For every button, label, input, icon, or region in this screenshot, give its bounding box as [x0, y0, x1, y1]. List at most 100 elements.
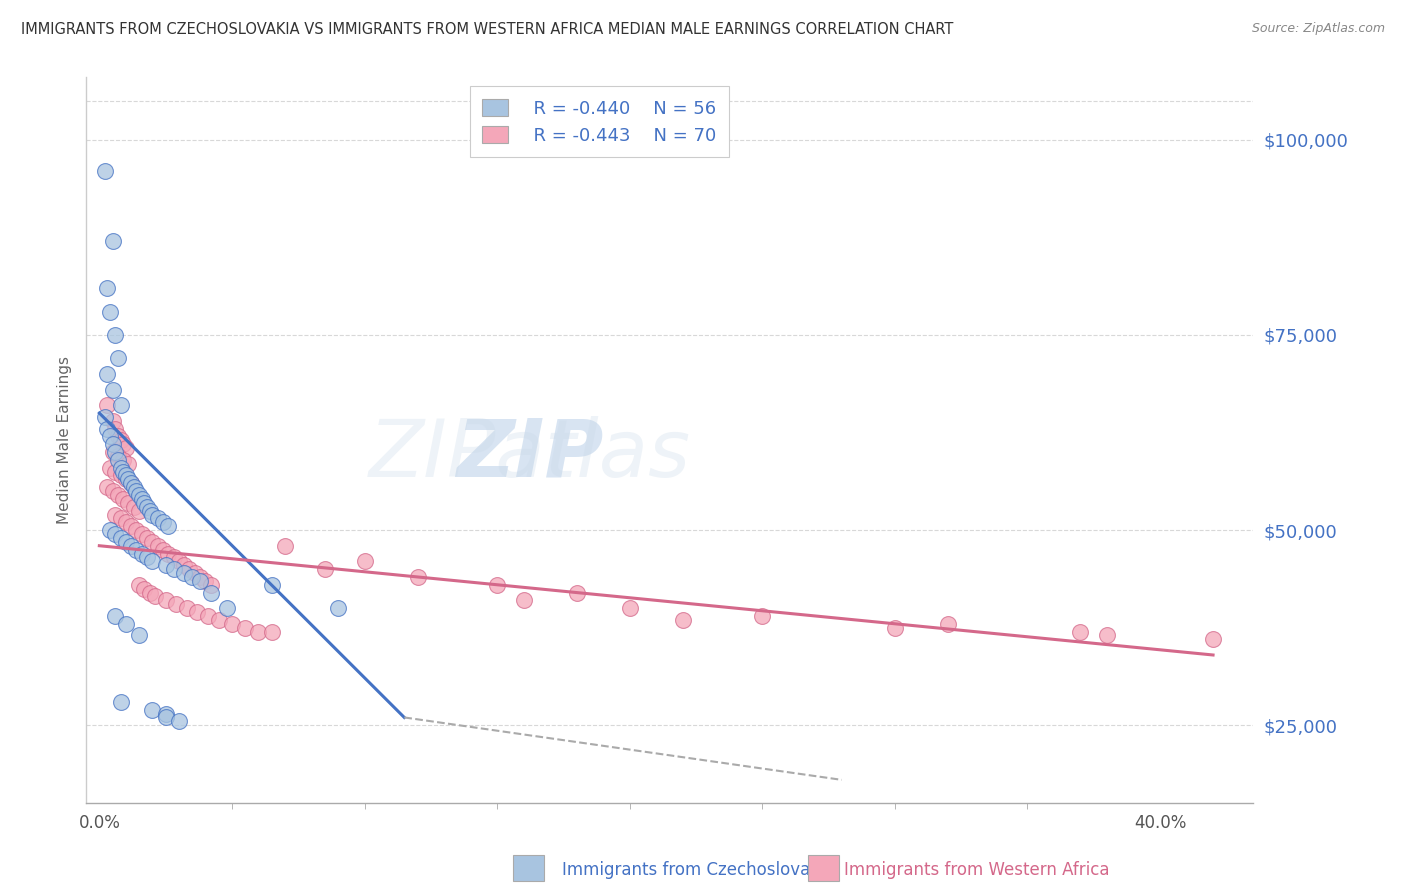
Point: [188, 570, 211, 584]
Point: [122, 500, 145, 514]
Point: [167, 714, 190, 729]
Point: [167, 554, 190, 568]
Point: [96, 367, 118, 381]
Point: [104, 328, 127, 343]
Point: [146, 511, 169, 525]
Point: [96, 398, 118, 412]
Text: Immigrants from Western Africa: Immigrants from Western Africa: [844, 861, 1109, 879]
Point: [146, 539, 169, 553]
Point: [173, 558, 195, 573]
Point: [179, 562, 201, 576]
Point: [101, 437, 124, 451]
Point: [134, 582, 156, 596]
Point: [157, 547, 180, 561]
Point: [96, 281, 118, 295]
Point: [197, 609, 219, 624]
Point: [883, 621, 905, 635]
Point: [104, 465, 127, 479]
Point: [155, 706, 177, 721]
Point: [215, 601, 238, 615]
Point: [152, 542, 174, 557]
Point: [110, 531, 132, 545]
Point: [115, 516, 138, 530]
Point: [141, 508, 163, 522]
Point: [98, 523, 121, 537]
Point: [260, 624, 283, 639]
Point: [125, 523, 148, 537]
Point: [565, 585, 588, 599]
Point: [101, 445, 124, 459]
Point: [128, 488, 150, 502]
Point: [1095, 628, 1118, 642]
Point: [107, 351, 129, 366]
Point: [165, 597, 187, 611]
Point: [104, 609, 127, 624]
Point: [101, 235, 124, 249]
Point: [120, 539, 142, 553]
Point: [107, 449, 129, 463]
Point: [112, 491, 135, 506]
Point: [155, 558, 177, 573]
Point: [112, 437, 135, 451]
Point: [98, 304, 121, 318]
Point: [110, 695, 132, 709]
Point: [274, 539, 297, 553]
Point: [101, 383, 124, 397]
Point: [141, 554, 163, 568]
Point: [173, 566, 195, 580]
Point: [136, 531, 159, 545]
Point: [1069, 624, 1091, 639]
Point: [141, 703, 163, 717]
Point: [314, 562, 336, 576]
Point: [110, 468, 132, 483]
Y-axis label: Median Male Earnings: Median Male Earnings: [58, 357, 72, 524]
Point: [353, 554, 375, 568]
Point: [162, 550, 184, 565]
Point: [110, 398, 132, 412]
Point: [128, 578, 150, 592]
Point: [115, 616, 138, 631]
Point: [104, 422, 127, 436]
Point: [107, 488, 129, 502]
Point: [96, 480, 118, 494]
Point: [188, 574, 211, 588]
Point: [751, 609, 773, 624]
Text: Immigrants from Czechoslovakia: Immigrants from Czechoslovakia: [562, 861, 835, 879]
Point: [138, 503, 160, 517]
Point: [200, 578, 222, 592]
Point: [233, 621, 256, 635]
Point: [110, 434, 132, 448]
Point: [112, 453, 135, 467]
Legend:   R = -0.440    N = 56,   R = -0.443    N = 70: R = -0.440 N = 56, R = -0.443 N = 70: [470, 87, 730, 158]
Point: [120, 519, 142, 533]
Point: [117, 496, 139, 510]
Point: [98, 429, 121, 443]
Point: [486, 578, 509, 592]
Point: [200, 585, 222, 599]
Point: [152, 516, 174, 530]
Point: [98, 460, 121, 475]
Point: [104, 508, 127, 522]
Point: [128, 503, 150, 517]
Point: [155, 710, 177, 724]
Point: [117, 457, 139, 471]
Point: [162, 562, 184, 576]
Point: [110, 460, 132, 475]
Point: [101, 484, 124, 499]
Point: [115, 534, 138, 549]
Point: [115, 472, 138, 486]
Point: [101, 414, 124, 428]
Point: [136, 500, 159, 514]
Point: [125, 484, 148, 499]
Point: [96, 422, 118, 436]
Point: [115, 441, 138, 455]
Point: [157, 519, 180, 533]
Point: [406, 570, 429, 584]
Point: [194, 574, 217, 588]
Point: [181, 570, 204, 584]
Text: ZIP: ZIP: [456, 416, 603, 494]
Point: [260, 578, 283, 592]
Point: [93, 409, 115, 424]
Point: [512, 593, 534, 607]
Point: [122, 480, 145, 494]
